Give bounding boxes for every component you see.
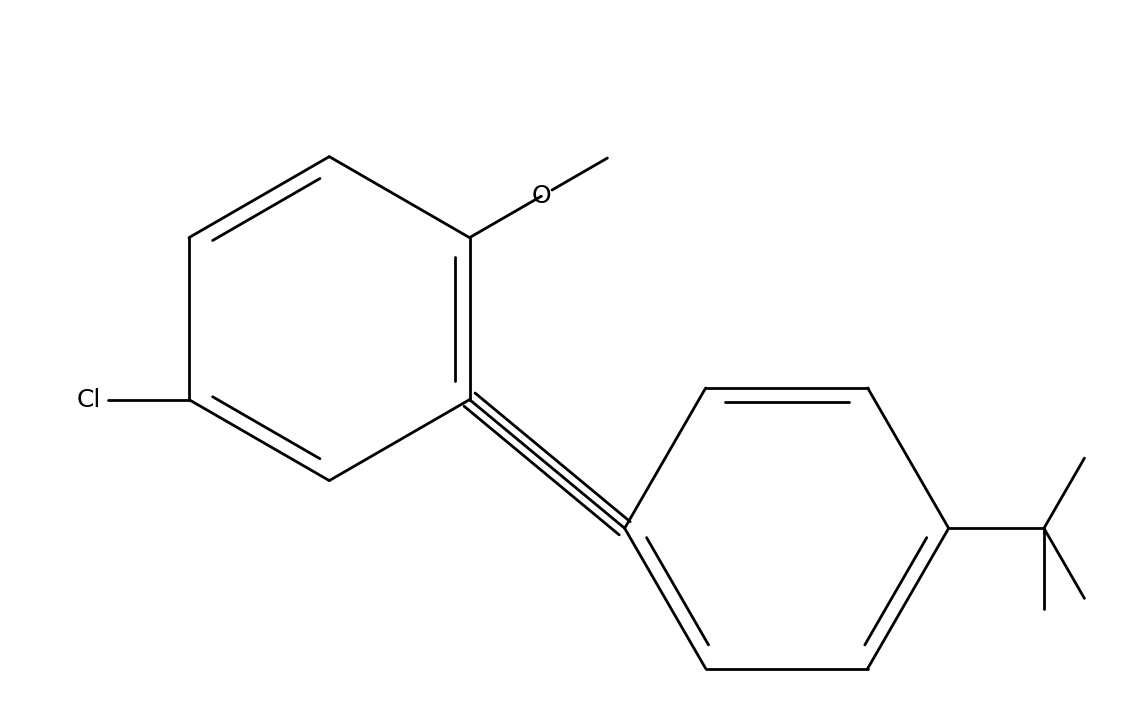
Text: O: O (531, 184, 552, 208)
Text: Cl: Cl (77, 388, 101, 411)
